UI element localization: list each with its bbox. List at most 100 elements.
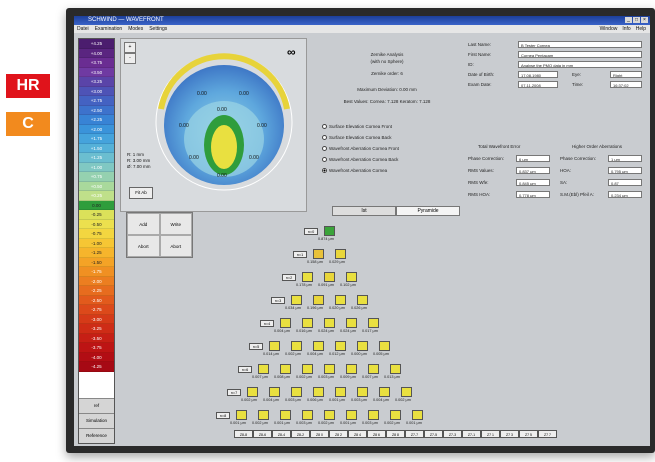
pyramid-order-label[interactable]: n=3: [271, 297, 285, 304]
zernike-term-cell[interactable]: [269, 387, 280, 397]
fit-button[interactable]: Fit Ab: [129, 187, 153, 199]
zernike-term-cell[interactable]: [335, 341, 346, 351]
pyramid-order-label[interactable]: n=1: [293, 251, 307, 258]
add-button[interactable]: Add: [127, 213, 160, 235]
metric-value[interactable]: 0.795 μm: [608, 167, 642, 174]
zernike-term-cell[interactable]: [390, 364, 401, 374]
metric-value[interactable]: 1 μm: [608, 155, 642, 162]
menu-item-modes[interactable]: Modes: [128, 26, 144, 32]
zernike-term-cell[interactable]: [291, 341, 302, 351]
map-type-option[interactable]: Wavefront Aberration Cornea Front: [322, 146, 399, 151]
zernike-term-cell[interactable]: [324, 364, 335, 374]
patient-extra-input[interactable]: Right: [610, 71, 642, 78]
maximize-button[interactable]: □: [633, 17, 640, 23]
zernike-term-cell[interactable]: [280, 410, 291, 420]
zernike-term-cell[interactable]: [280, 364, 291, 374]
patient-field-input[interactable]: 17.08.1980: [518, 71, 558, 78]
pyramid-order-label[interactable]: n=4: [260, 320, 274, 327]
patient-field-input[interactable]: Cornea Pentacam: [518, 51, 642, 58]
wavefront-map[interactable]: 0.00 0.00 0.00 0.00 0.00 0.00 0.00 0.00: [149, 47, 299, 197]
menu-item-window[interactable]: Window: [599, 26, 618, 32]
zernike-term-cell[interactable]: [390, 410, 401, 420]
reference-button[interactable]: Reference: [79, 428, 114, 443]
patient-field-input[interactable]: B Tester Cornea: [518, 41, 642, 48]
pyramid-order-label[interactable]: n=5: [249, 343, 263, 350]
zernike-term-cell[interactable]: [247, 387, 258, 397]
map-type-option[interactable]: Surface Elevation Cornea Back: [322, 135, 392, 140]
zernike-term-cell[interactable]: [368, 410, 379, 420]
simulation-button[interactable]: Simulation: [79, 413, 114, 428]
zernike-term-cell[interactable]: [269, 341, 280, 351]
sync-icon[interactable]: ∞: [287, 45, 296, 59]
menu-item-settings[interactable]: Settings: [149, 26, 168, 32]
pyramid-order-label[interactable]: n=0: [304, 228, 318, 235]
zernike-term-cell[interactable]: [313, 387, 324, 397]
minimize-button[interactable]: _: [625, 17, 632, 23]
metric-value[interactable]: 0.234 μm: [608, 191, 642, 198]
metric-value[interactable]: 0.778 μm: [516, 191, 550, 198]
zernike-term-cell[interactable]: [379, 341, 390, 351]
pyramid-order-label[interactable]: n=2: [282, 274, 296, 281]
zernike-term-cell[interactable]: [291, 295, 302, 305]
zernike-term-cell[interactable]: [346, 364, 357, 374]
zernike-term-cell[interactable]: [258, 410, 269, 420]
zernike-term-button[interactable]: Z7-1: [462, 430, 481, 438]
zernike-term-cell[interactable]: [346, 410, 357, 420]
map-type-option[interactable]: Wavefront Aberration Cornea: [322, 168, 387, 173]
zernike-term-cell[interactable]: [357, 341, 368, 351]
radio-button[interactable]: [322, 124, 327, 129]
menu-item-help[interactable]: Help: [635, 26, 646, 32]
zernike-term-cell[interactable]: [335, 387, 346, 397]
zoom-out-button[interactable]: -: [124, 53, 136, 64]
zernike-term-cell[interactable]: [401, 387, 412, 397]
zernike-term-cell[interactable]: [302, 364, 313, 374]
zernike-term-cell[interactable]: [313, 295, 324, 305]
radio-button[interactable]: [322, 168, 327, 173]
zoom-in-button[interactable]: +: [124, 42, 136, 53]
ref-button[interactable]: ref: [79, 398, 114, 413]
zernike-term-cell[interactable]: [346, 318, 357, 328]
tab-ist[interactable]: Ist: [332, 206, 396, 216]
abort-button-2[interactable]: Abort: [159, 235, 192, 257]
zernike-term-cell[interactable]: [368, 364, 379, 374]
zernike-term-button[interactable]: Z8 8: [386, 430, 405, 438]
zernike-term-button[interactable]: Z8-6: [253, 430, 272, 438]
pyramid-order-label[interactable]: n=7: [227, 389, 241, 396]
pyramid-order-label[interactable]: n=8: [216, 412, 230, 419]
zernike-term-cell[interactable]: [324, 226, 335, 236]
metric-value[interactable]: 0.87: [608, 179, 642, 186]
zernike-term-cell[interactable]: [302, 272, 313, 282]
write-button[interactable]: Write: [159, 213, 192, 235]
map-type-option[interactable]: Surface Elevation Cornea Front: [322, 124, 392, 129]
zernike-term-cell[interactable]: [379, 387, 390, 397]
zernike-term-cell[interactable]: [313, 341, 324, 351]
patient-field-input[interactable]: 07.11.2008: [518, 81, 558, 88]
patient-extra-input[interactable]: 16:37:02: [610, 81, 642, 88]
zernike-term-button[interactable]: Z8-2: [291, 430, 310, 438]
pyramid-order-label[interactable]: n=6: [238, 366, 252, 373]
patient-field-input[interactable]: Analyse the PMO data in mm: [518, 61, 642, 68]
zernike-term-button[interactable]: Z7 5: [519, 430, 538, 438]
zernike-term-button[interactable]: Z8-8: [234, 430, 253, 438]
zernike-term-cell[interactable]: [236, 410, 247, 420]
zernike-term-button[interactable]: Z8 0: [310, 430, 329, 438]
zernike-term-cell[interactable]: [280, 318, 291, 328]
radio-button[interactable]: [322, 146, 327, 151]
zernike-term-button[interactable]: Z8 2: [329, 430, 348, 438]
zernike-term-cell[interactable]: [335, 249, 346, 259]
close-button[interactable]: ×: [641, 17, 648, 23]
zernike-term-button[interactable]: Z7-3: [443, 430, 462, 438]
menu-item-info[interactable]: Info: [622, 26, 631, 32]
zernike-term-button[interactable]: Z7 1: [481, 430, 500, 438]
zernike-term-cell[interactable]: [346, 272, 357, 282]
zernike-term-cell[interactable]: [291, 387, 302, 397]
zernike-term-button[interactable]: Z7 7: [538, 430, 557, 438]
zernike-term-cell[interactable]: [313, 249, 324, 259]
radio-button[interactable]: [322, 135, 327, 140]
zernike-term-cell[interactable]: [302, 410, 313, 420]
tab-pyramide[interactable]: Pyramide: [396, 206, 460, 216]
zernike-term-cell[interactable]: [368, 318, 379, 328]
radio-button[interactable]: [322, 157, 327, 162]
zernike-term-cell[interactable]: [335, 295, 346, 305]
zernike-term-cell[interactable]: [302, 318, 313, 328]
